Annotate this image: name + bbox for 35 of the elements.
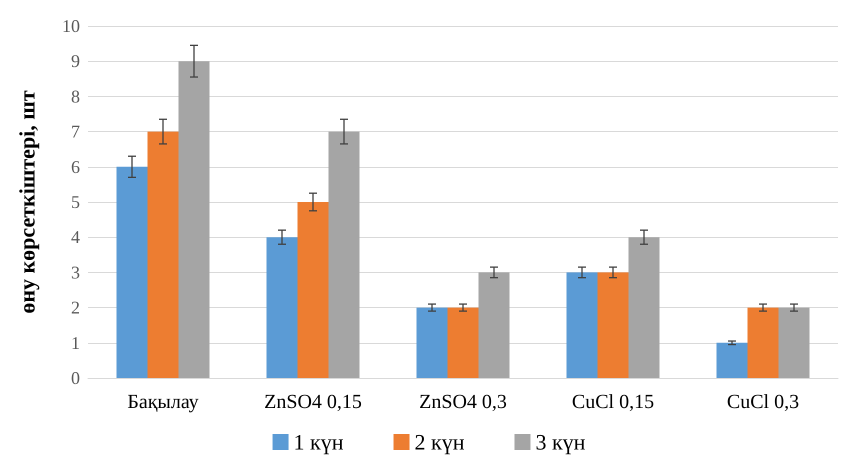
y-axis-title: өну көрсеткіштері, шт (14, 90, 40, 314)
bar (778, 308, 810, 378)
bar (598, 272, 628, 378)
x-tick-label: CuCl 0,15 (572, 391, 654, 413)
bar (266, 237, 298, 378)
bar (748, 308, 778, 378)
y-tick-label: 5 (71, 192, 80, 212)
bar (148, 132, 178, 378)
x-tick-label: Бақылау (127, 391, 199, 413)
y-tick-label: 0 (71, 368, 80, 388)
bar (566, 272, 598, 378)
bar (628, 237, 660, 378)
y-tick-label: 7 (71, 122, 80, 142)
y-tick-label: 8 (71, 86, 80, 106)
bar (328, 132, 360, 378)
y-tick-label: 4 (71, 227, 80, 248)
bar (478, 272, 510, 378)
y-tick-label: 2 (71, 298, 80, 318)
y-tick-label: 10 (62, 16, 80, 36)
bar (716, 342, 748, 378)
legend-label: 3 күн (535, 430, 586, 454)
x-tick-label: CuCl 0,3 (726, 391, 800, 413)
bar (116, 166, 148, 378)
x-tick-label: ZnSO4 0,15 (264, 391, 362, 413)
legend-label: 1 күн (294, 430, 344, 454)
y-tick-label: 3 (71, 262, 80, 282)
bar (298, 202, 328, 378)
x-tick-label: ZnSO4 0,3 (419, 391, 507, 413)
y-tick-label: 9 (71, 51, 80, 72)
y-tick-label: 6 (71, 156, 80, 177)
bar (178, 61, 210, 378)
legend-label: 2 күн (414, 430, 465, 454)
y-tick-label: 1 (71, 332, 80, 353)
bar (416, 308, 448, 378)
bar (448, 308, 478, 378)
